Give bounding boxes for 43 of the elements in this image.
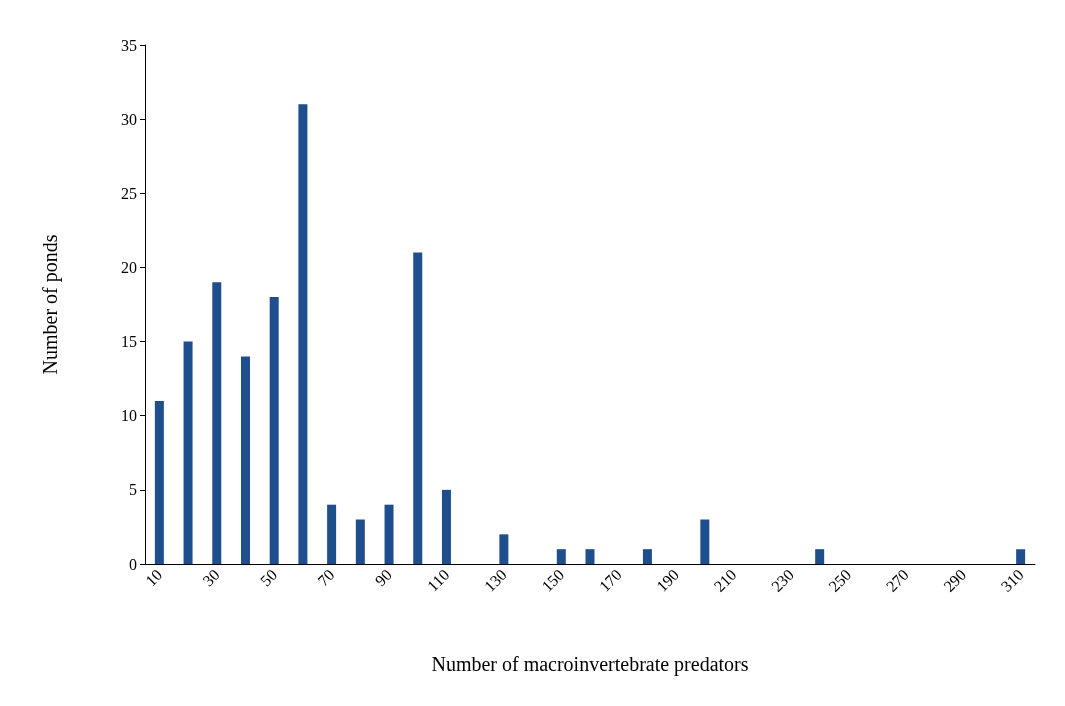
bar [154, 400, 164, 564]
y-tick-label: 5 [129, 481, 137, 499]
x-tick-label: 270 [882, 565, 912, 595]
bar [499, 534, 509, 564]
bar [298, 104, 308, 564]
bar [815, 549, 825, 564]
x-tick-label: 30 [199, 565, 223, 590]
x-tick-label: 210 [710, 565, 740, 595]
y-tick-label: 20 [121, 258, 137, 276]
y-tick-label: 15 [121, 333, 137, 351]
x-tick-label: 310 [997, 565, 1027, 595]
bar [1016, 549, 1026, 564]
bar [642, 549, 652, 564]
bar [240, 356, 250, 564]
y-tick-label: 30 [121, 110, 137, 128]
bar [384, 504, 394, 564]
y-tick-label: 10 [121, 407, 137, 425]
x-tick-label: 50 [256, 565, 281, 590]
bar [413, 252, 423, 564]
y-tick-label: 0 [129, 555, 137, 573]
x-tick-label: 250 [825, 565, 855, 595]
x-tick-label: 150 [538, 565, 568, 595]
x-tick-label: 190 [653, 565, 683, 595]
y-tick-label: 25 [121, 184, 137, 202]
x-tick-label: 110 [423, 565, 453, 595]
x-tick-label: 290 [940, 565, 970, 595]
x-tick-label: 230 [768, 565, 797, 595]
x-axis-title: Number of macroinvertebrate predators [431, 653, 749, 676]
x-tick-label: 70 [314, 565, 338, 590]
bar [212, 282, 222, 564]
bar [355, 519, 365, 564]
bar [183, 341, 193, 564]
bar [269, 297, 279, 564]
bar [585, 549, 595, 564]
y-tick-label: 35 [121, 36, 137, 54]
x-tick-label: 90 [371, 565, 396, 590]
bar [700, 519, 710, 564]
x-tick-label: 130 [480, 565, 510, 595]
bar [327, 504, 337, 564]
x-tick-label: 170 [595, 565, 625, 595]
y-axis-title: Number of ponds [39, 234, 62, 375]
bar [556, 549, 566, 564]
bar [441, 489, 451, 564]
